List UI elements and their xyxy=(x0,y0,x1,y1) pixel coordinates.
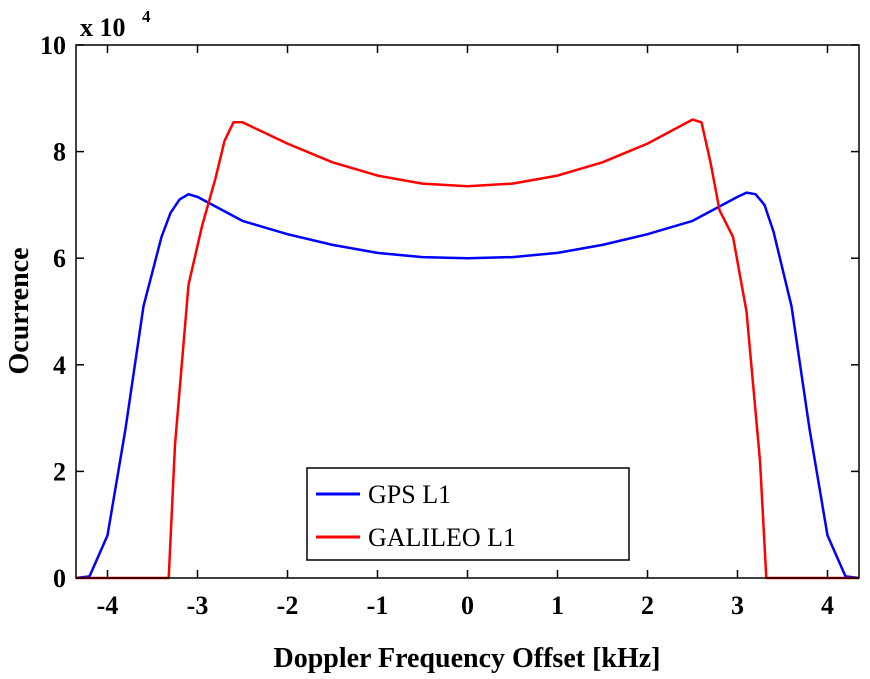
y-tick-label: 2 xyxy=(53,457,66,486)
x-tick-label: 4 xyxy=(821,591,834,620)
series-line-galileo-l1 xyxy=(76,118,859,580)
x-tick-label: 3 xyxy=(731,591,744,620)
y-multiplier-label: x 10 xyxy=(80,13,126,42)
legend: GPS L1 GALILEO L1 xyxy=(306,467,630,561)
y-multiplier-exponent: 4 xyxy=(142,7,151,26)
x-tick-label: 0 xyxy=(461,591,474,620)
y-tick-label: 6 xyxy=(53,244,66,273)
series-layer xyxy=(75,118,860,580)
x-tick-labels: -4 -3 -2 -1 0 1 2 3 4 xyxy=(97,591,834,620)
y-tick-label: 0 xyxy=(53,564,66,593)
x-tick-label: -3 xyxy=(187,591,209,620)
x-tick-label: 1 xyxy=(551,591,564,620)
x-axis-label: Doppler Frequency Offset [kHz] xyxy=(273,643,660,674)
legend-label-gps-l1: GPS L1 xyxy=(368,480,451,509)
legend-label-galileo-l1: GALILEO L1 xyxy=(368,523,516,552)
y-tick-label: 10 xyxy=(40,31,66,60)
x-tick-label: -2 xyxy=(277,591,299,620)
y-axis-label: Ocurrence xyxy=(4,248,35,375)
y-tick-labels: 0 2 4 6 8 10 xyxy=(40,31,66,593)
legend-box xyxy=(306,467,630,561)
axis-ticks xyxy=(76,44,859,579)
x-tick-label: -1 xyxy=(367,591,389,620)
y-tick-label: 8 xyxy=(53,138,66,167)
y-tick-label: 4 xyxy=(53,351,66,380)
series-line-gps-l1 xyxy=(75,191,860,580)
x-tick-label: -4 xyxy=(97,591,119,620)
x-tick-label: 2 xyxy=(641,591,654,620)
